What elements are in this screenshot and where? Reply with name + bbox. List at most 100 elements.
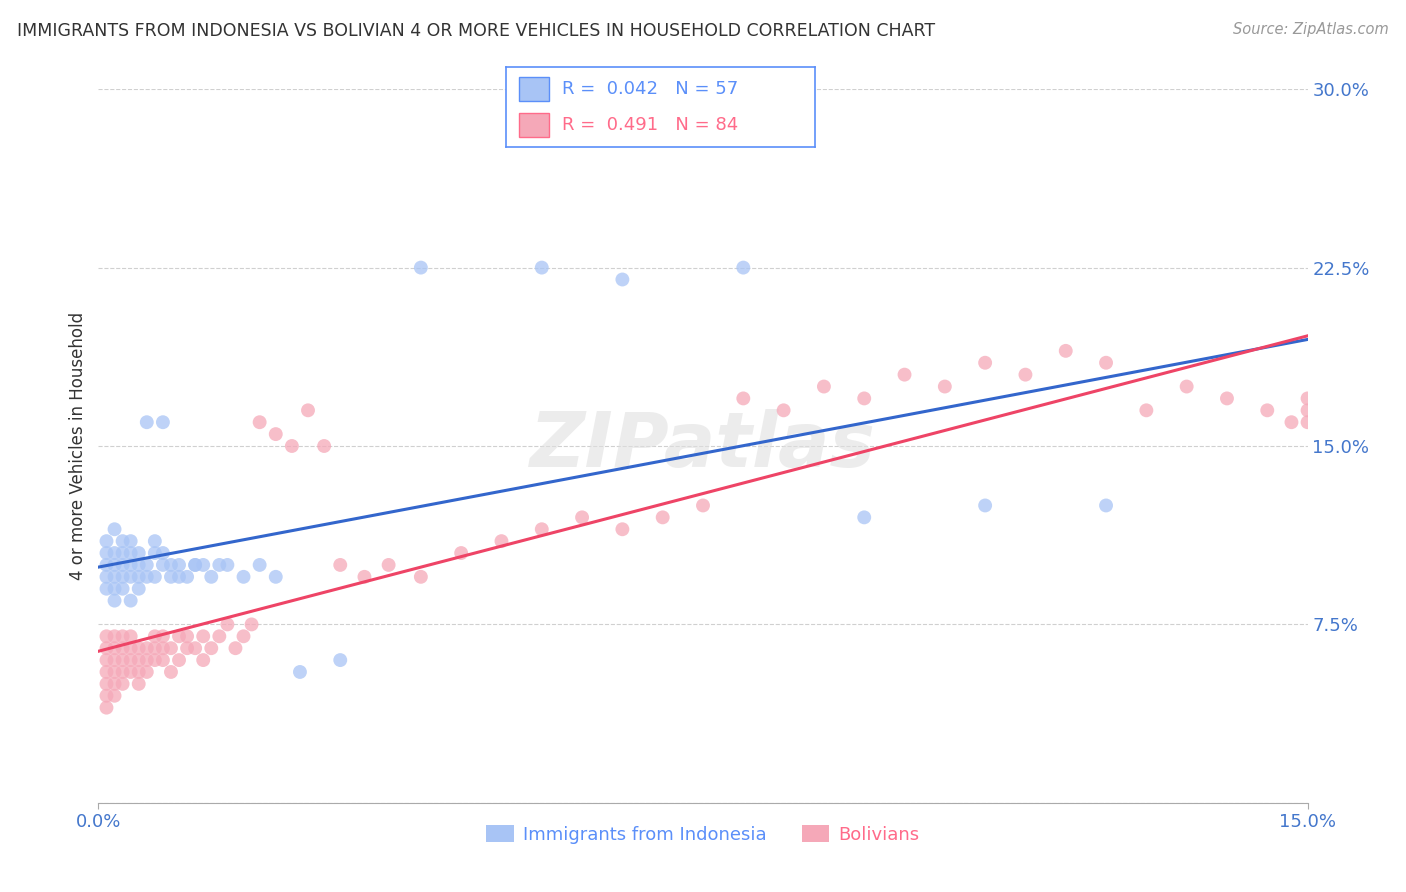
- Point: [111, 665, 134, 679]
- Point: [612, 272, 634, 286]
- Point: [103, 677, 125, 691]
- Point: [120, 641, 142, 656]
- Text: R =  0.042   N = 57: R = 0.042 N = 57: [562, 79, 738, 97]
- Point: [143, 546, 166, 560]
- Point: [160, 665, 183, 679]
- Point: [772, 403, 794, 417]
- Point: [128, 653, 150, 667]
- Point: [184, 641, 207, 656]
- Point: [111, 677, 134, 691]
- Text: Source: ZipAtlas.com: Source: ZipAtlas.com: [1233, 22, 1389, 37]
- Point: [651, 510, 673, 524]
- Point: [103, 582, 125, 596]
- Point: [96, 582, 118, 596]
- Point: [103, 641, 125, 656]
- Point: [120, 570, 142, 584]
- Point: [1296, 403, 1319, 417]
- Point: [96, 700, 118, 714]
- Point: [217, 617, 239, 632]
- Point: [974, 356, 997, 370]
- Point: [135, 558, 157, 572]
- Point: [103, 570, 125, 584]
- Point: [152, 415, 174, 429]
- Point: [1296, 392, 1319, 406]
- Point: [167, 570, 190, 584]
- Point: [692, 499, 714, 513]
- Point: [853, 510, 876, 524]
- Point: [96, 641, 118, 656]
- Point: [96, 665, 118, 679]
- Point: [530, 522, 553, 536]
- Point: [1095, 356, 1118, 370]
- Point: [208, 629, 231, 643]
- Point: [143, 641, 166, 656]
- Point: [120, 593, 142, 607]
- Point: [96, 689, 118, 703]
- Point: [571, 510, 593, 524]
- Point: [103, 629, 125, 643]
- Point: [111, 570, 134, 584]
- Point: [733, 392, 755, 406]
- Point: [377, 558, 399, 572]
- Point: [1135, 403, 1157, 417]
- Point: [128, 665, 150, 679]
- Point: [103, 653, 125, 667]
- Point: [167, 653, 190, 667]
- Point: [1281, 415, 1303, 429]
- Point: [297, 403, 319, 417]
- Point: [103, 593, 125, 607]
- Point: [217, 558, 239, 572]
- Point: [135, 653, 157, 667]
- Point: [111, 629, 134, 643]
- Point: [193, 653, 215, 667]
- FancyBboxPatch shape: [519, 77, 550, 101]
- Point: [143, 534, 166, 549]
- Point: [111, 582, 134, 596]
- Point: [120, 653, 142, 667]
- Point: [184, 558, 207, 572]
- Point: [143, 653, 166, 667]
- Point: [1175, 379, 1198, 393]
- Point: [167, 629, 190, 643]
- Point: [893, 368, 915, 382]
- Point: [103, 558, 125, 572]
- FancyBboxPatch shape: [519, 112, 550, 136]
- Point: [193, 629, 215, 643]
- Point: [491, 534, 513, 549]
- Point: [120, 629, 142, 643]
- Point: [160, 641, 183, 656]
- Point: [152, 653, 174, 667]
- Point: [176, 629, 198, 643]
- Point: [530, 260, 553, 275]
- Text: ZIPatlas: ZIPatlas: [530, 409, 876, 483]
- Point: [176, 641, 198, 656]
- Point: [135, 665, 157, 679]
- Point: [135, 415, 157, 429]
- Point: [111, 558, 134, 572]
- Point: [249, 415, 271, 429]
- Point: [1014, 368, 1036, 382]
- Point: [96, 558, 118, 572]
- Point: [184, 558, 207, 572]
- Point: [152, 641, 174, 656]
- Point: [232, 570, 254, 584]
- Point: [329, 653, 352, 667]
- Point: [128, 641, 150, 656]
- Point: [353, 570, 375, 584]
- Point: [143, 570, 166, 584]
- Point: [152, 546, 174, 560]
- Point: [329, 558, 352, 572]
- Point: [135, 570, 157, 584]
- Point: [135, 641, 157, 656]
- Point: [264, 427, 287, 442]
- Point: [160, 558, 183, 572]
- Point: [103, 665, 125, 679]
- Point: [128, 558, 150, 572]
- Point: [160, 570, 183, 584]
- Point: [208, 558, 231, 572]
- Point: [128, 546, 150, 560]
- Point: [143, 629, 166, 643]
- Point: [813, 379, 835, 393]
- Point: [96, 629, 118, 643]
- Point: [1216, 392, 1239, 406]
